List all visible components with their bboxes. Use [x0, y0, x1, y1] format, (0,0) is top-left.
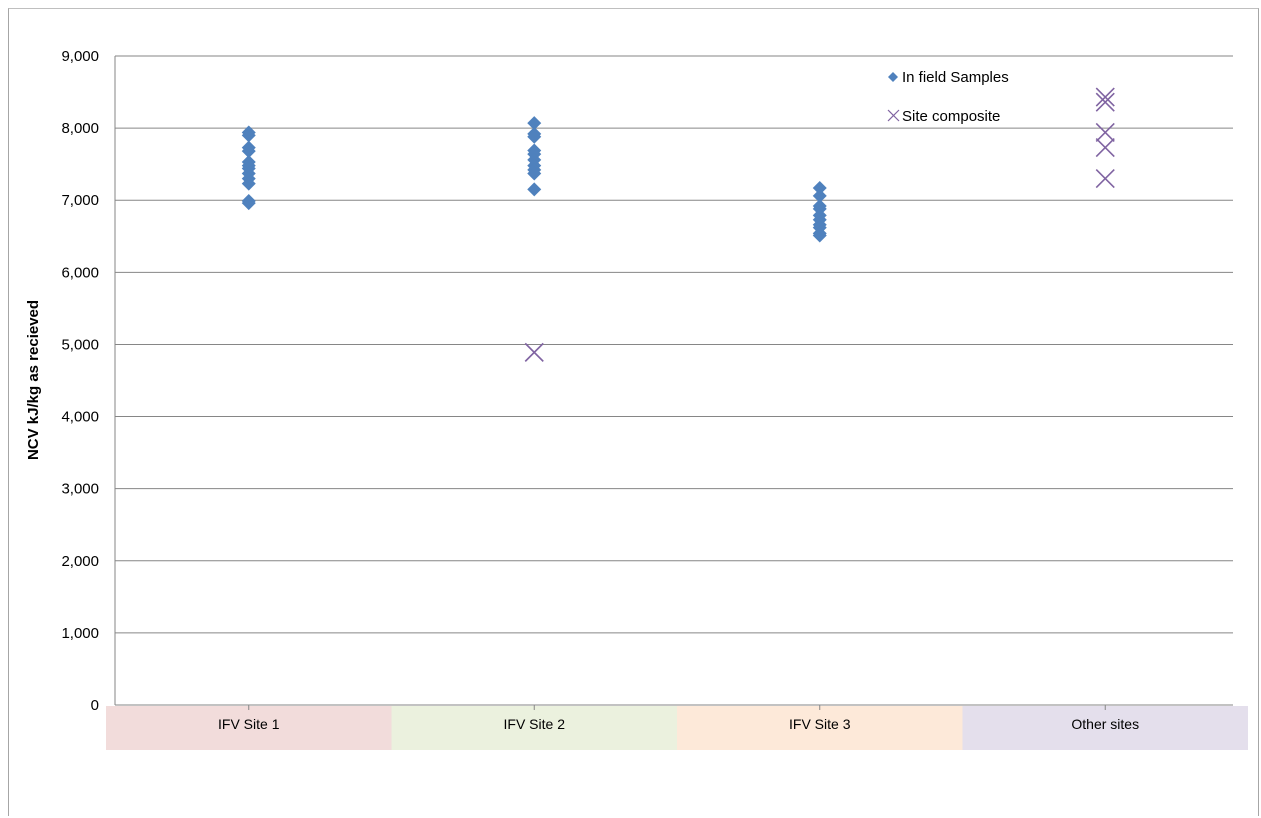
y-axis-title: NCV kJ/kg as recieved — [25, 300, 42, 460]
site-composite-point — [1095, 169, 1115, 189]
site-composite-point — [1095, 92, 1115, 112]
legend: In field Samples Site composite — [887, 69, 1009, 125]
category-band — [962, 706, 1248, 750]
legend-item-in-field-samples: In field Samples — [888, 69, 1009, 86]
y-tick-label: 5,000 — [61, 336, 99, 353]
category-band — [391, 706, 677, 750]
in-field-sample-point — [527, 129, 542, 144]
in-field-sample-point — [527, 182, 542, 197]
in-field-sample-point — [812, 180, 827, 195]
chart-area — [8, 8, 1259, 816]
category-band — [106, 706, 392, 750]
site-composite-point — [1095, 87, 1115, 107]
y-tick-label: 1,000 — [61, 625, 99, 642]
data-points — [241, 87, 1115, 362]
in-field-sample-point — [241, 196, 256, 211]
in-field-sample-point — [812, 228, 827, 243]
y-tick-label: 3,000 — [61, 481, 99, 498]
x-category-label: IFV Site 2 — [504, 716, 566, 732]
x-category-label: IFV Site 3 — [789, 716, 851, 732]
y-tick-label: 9,000 — [61, 48, 99, 65]
site-composite-point — [1095, 138, 1115, 158]
y-tick-label: 4,000 — [61, 409, 99, 426]
category-band — [677, 706, 963, 750]
site-composite-point — [524, 342, 544, 362]
in-field-sample-point — [812, 188, 827, 203]
legend-item-site-composite: Site composite — [887, 108, 1000, 125]
gridlines — [115, 55, 1233, 634]
in-field-sample-point — [241, 176, 256, 191]
in-field-sample-point — [241, 144, 256, 159]
legend-label-site-composite: Site composite — [902, 108, 1000, 125]
y-tick-label: 8,000 — [61, 120, 99, 137]
in-field-sample-point — [241, 128, 256, 143]
y-tick-label: 0 — [91, 697, 99, 714]
legend-marker-x — [887, 109, 900, 122]
category-bands: IFV Site 1 IFV Site 2 IFV Site 3 Other site… — [106, 705, 1248, 750]
y-tick-label: 2,000 — [61, 553, 99, 570]
in-field-sample-point — [527, 166, 542, 181]
site-composite-point — [1095, 122, 1115, 143]
y-tick-label: 7,000 — [61, 192, 99, 209]
axes — [114, 56, 1233, 706]
legend-label-in-field-samples: In field Samples — [902, 69, 1009, 86]
x-category-label: IFV Site 1 — [218, 716, 280, 732]
y-tick-label: 6,000 — [61, 264, 99, 281]
legend-marker-diamond — [888, 72, 898, 82]
y-tick-labels: 0 1,000 2,000 3,000 4,000 5,000 6,000 7,000 8,00… — [61, 48, 99, 714]
in-field-sample-point — [527, 116, 542, 131]
x-category-label: Other sites — [1071, 716, 1139, 732]
